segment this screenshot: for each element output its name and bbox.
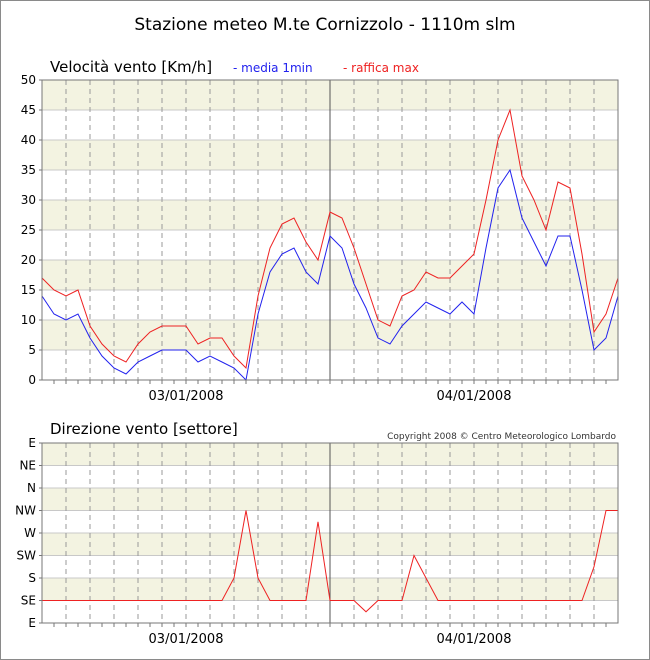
legend-media: - media 1min — [233, 61, 313, 75]
speed-ytick-label: 45 — [21, 103, 36, 117]
direction-ytick-label: W — [24, 526, 36, 540]
speed-ytick-label: 10 — [21, 313, 36, 327]
direction-ytick-label: E — [28, 616, 36, 630]
speed-date-label: 03/01/2008 — [149, 389, 224, 404]
direction-date-label: 04/01/2008 — [437, 632, 512, 647]
chart-title: Stazione meteo M.te Cornizzolo - 1110m s… — [134, 15, 515, 35]
speed-panel-title: Velocità vento [Km/h] — [50, 58, 212, 76]
legend-raffica: - raffica max — [343, 61, 419, 75]
direction-series-0 — [42, 510, 618, 613]
speed-ytick-label: 5 — [28, 343, 36, 357]
direction-ytick-label: NE — [19, 459, 36, 473]
direction-ytick-label: E — [28, 436, 36, 450]
direction-ytick-label: SE — [21, 594, 36, 608]
copyright-text: Copyright 2008 © Centro Meteorologico Lo… — [387, 432, 616, 442]
speed-ytick-label: 30 — [21, 193, 36, 207]
speed-ytick-label: 20 — [21, 253, 36, 267]
speed-date-label: 04/01/2008 — [437, 389, 512, 404]
speed-ytick-label: 50 — [21, 73, 36, 87]
speed-panel: 0 5 10 15 20 25 30 35 40 45 50 03/01/2008 04/01/2008 — [21, 73, 619, 404]
speed-series-0 — [41, 168, 619, 382]
speed-ytick-label: 25 — [21, 223, 36, 237]
direction-ytick-label: NW — [15, 504, 36, 518]
direction-date-label: 03/01/2008 — [149, 632, 224, 647]
speed-ytick-label: 40 — [21, 133, 36, 147]
direction-panel-title: Direzione vento [settore] — [50, 420, 238, 438]
direction-ytick-label: SW — [17, 549, 37, 563]
speed-ytick-label: 0 — [28, 373, 36, 387]
speed-ytick-label: 35 — [21, 163, 36, 177]
speed-series-1 — [41, 108, 619, 370]
direction-ytick-label: N — [27, 481, 36, 495]
direction-panel: E SE S SW W NW N NE E 03/01/2008 04/01/2008 — [15, 436, 619, 647]
speed-ytick-label: 15 — [21, 283, 36, 297]
direction-ytick-label: S — [28, 571, 36, 585]
